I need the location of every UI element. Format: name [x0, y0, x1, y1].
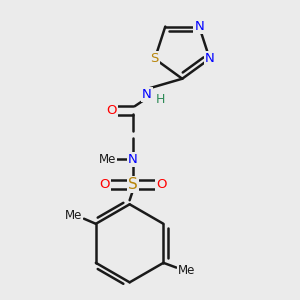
Text: N: N — [205, 52, 214, 65]
Text: O: O — [100, 178, 110, 191]
Text: O: O — [156, 178, 166, 191]
Text: Me: Me — [65, 209, 82, 222]
Text: Me: Me — [99, 153, 116, 166]
Text: S: S — [128, 177, 138, 192]
Text: O: O — [106, 104, 117, 117]
Text: N: N — [142, 88, 152, 101]
Text: Me: Me — [178, 264, 195, 277]
Text: H: H — [155, 93, 165, 106]
Text: S: S — [151, 52, 159, 65]
Text: N: N — [194, 20, 204, 33]
Text: N: N — [128, 153, 138, 166]
